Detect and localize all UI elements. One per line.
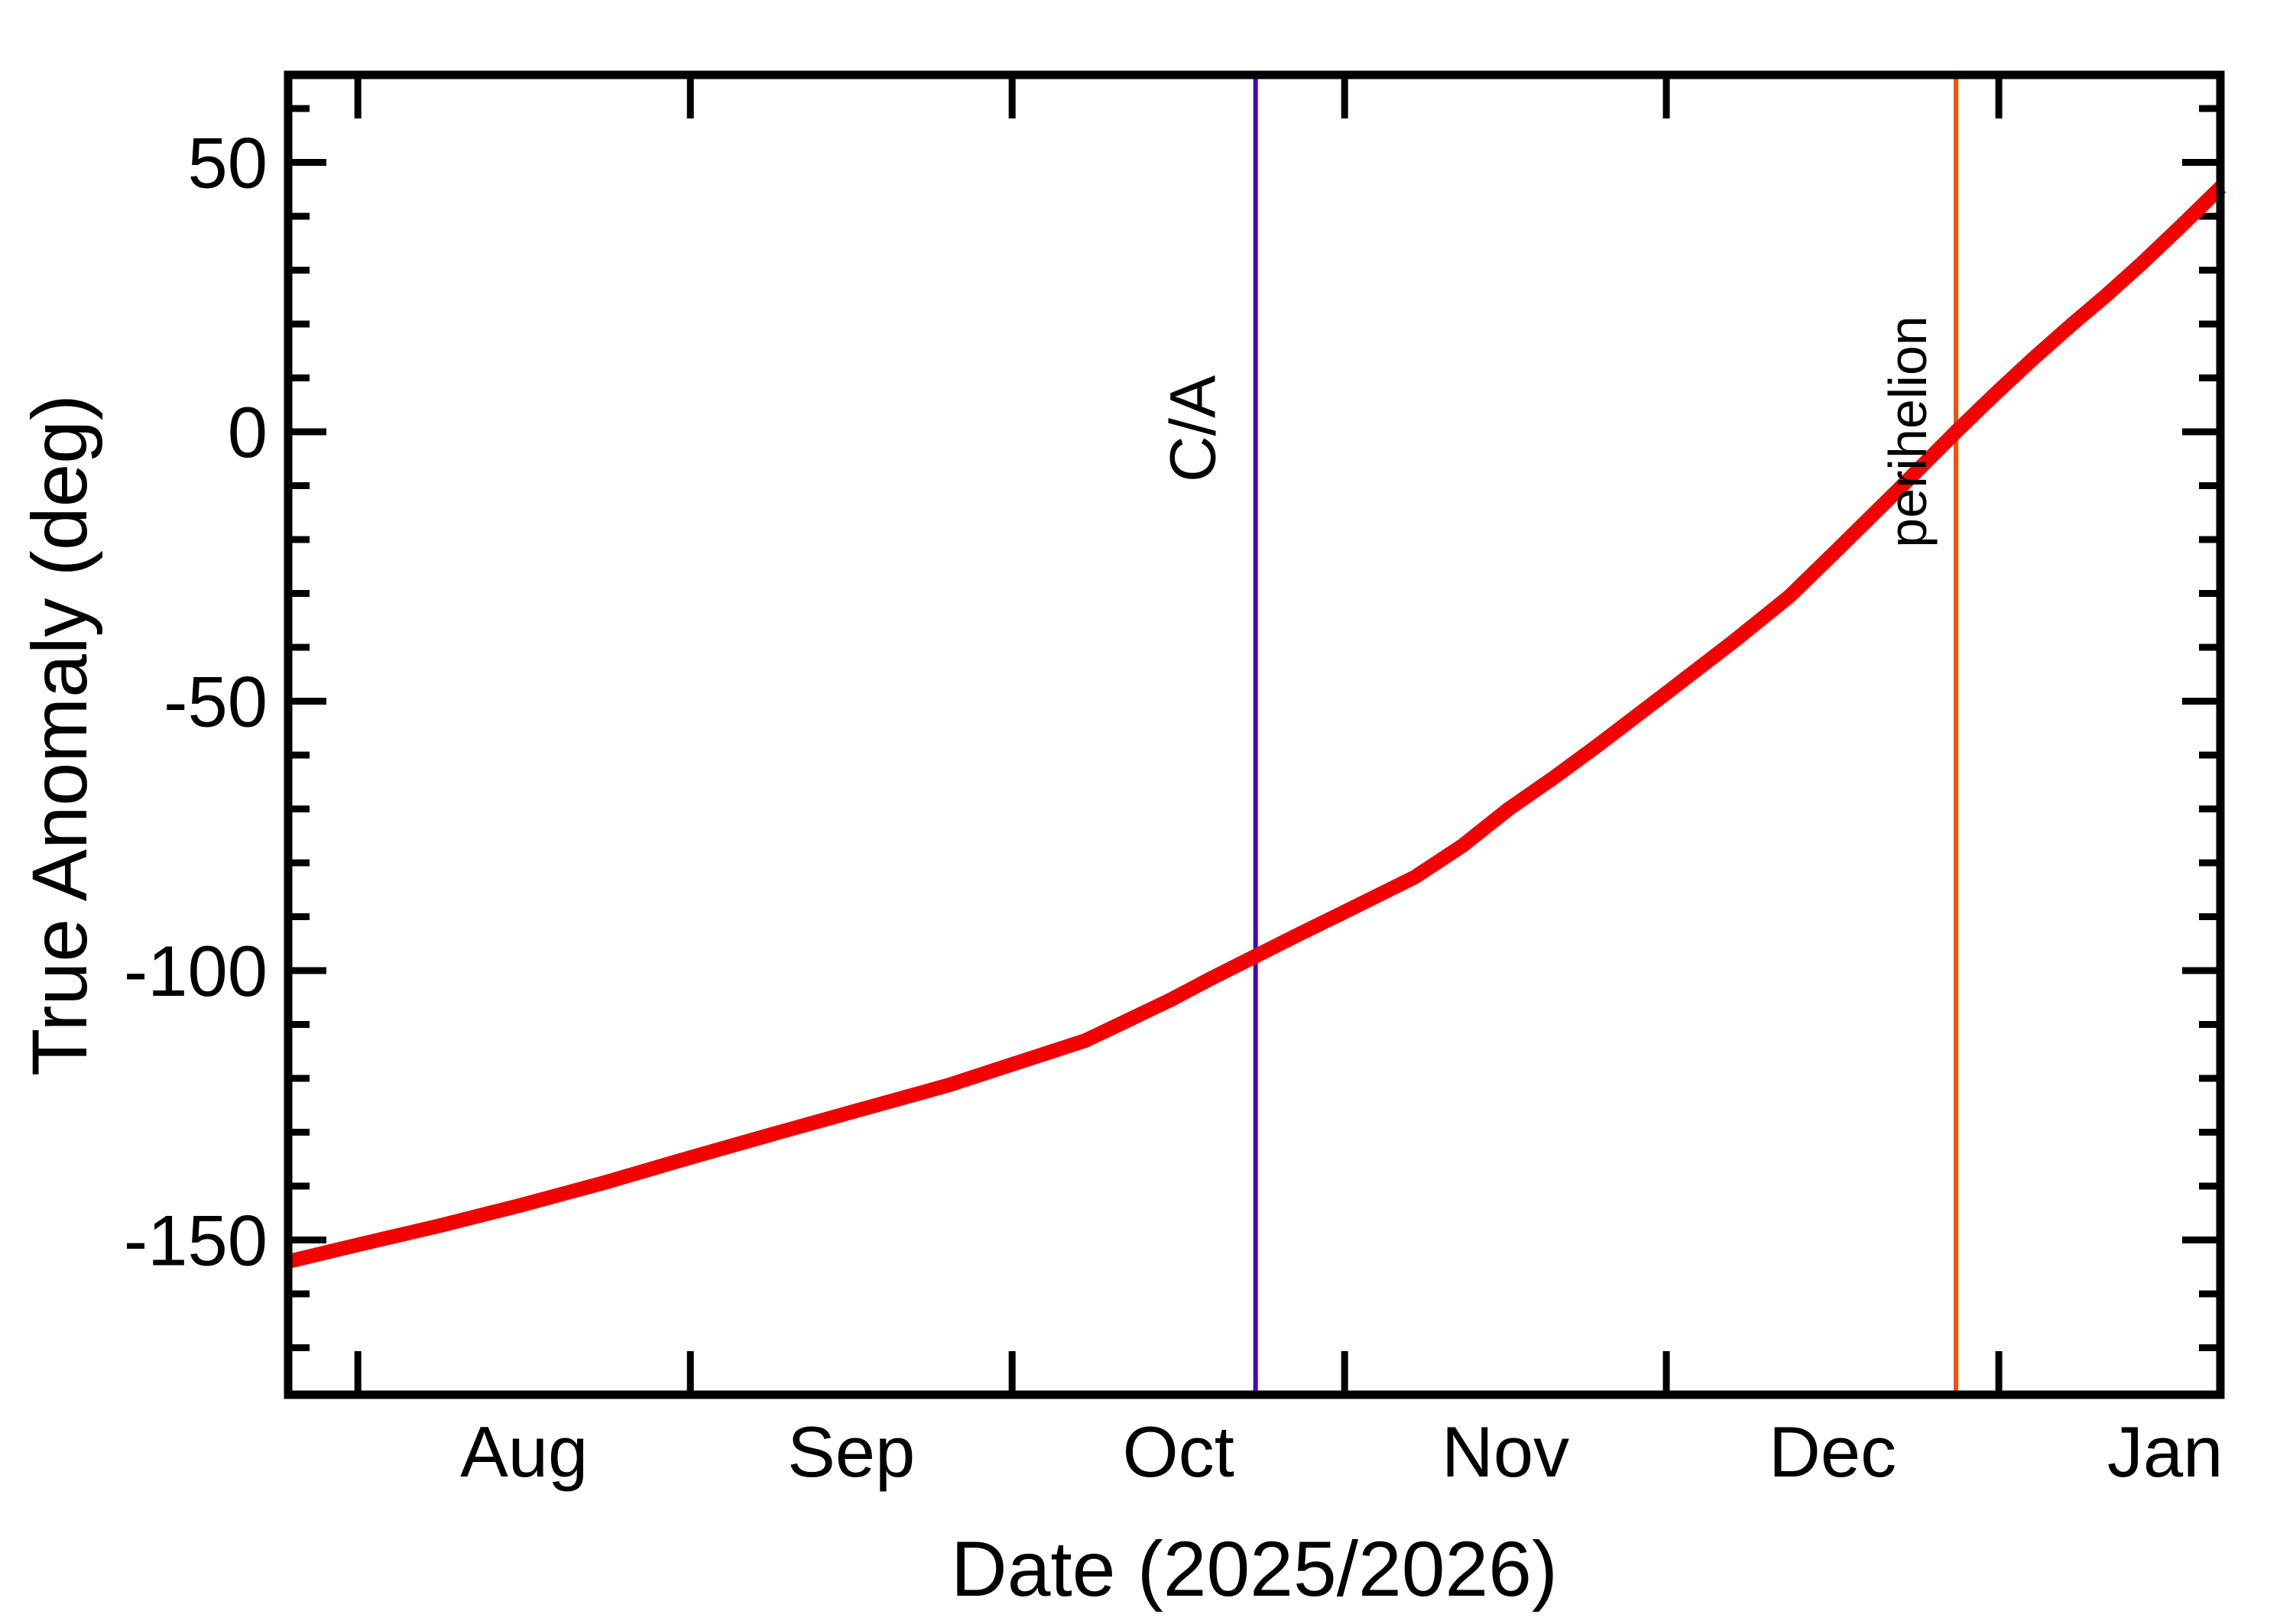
x-month-label: Jan [2107,1412,2223,1492]
anomaly-curve [286,182,2227,1269]
perihelion-label: perihelion [1878,316,1938,548]
y-tick-label: -150 [124,1201,268,1281]
y-axis-title: True Anomaly (deg) [16,394,103,1076]
y-tick-label: -50 [164,662,268,742]
x-axis-title: Date (2025/2026) [951,1525,1558,1613]
plot-frame [284,70,2225,1399]
y-tick-label: -100 [124,931,268,1011]
x-month-label: Nov [1442,1412,1569,1492]
x-month-label: Dec [1769,1412,1896,1492]
axis-ticks [288,75,2220,1395]
x-month-label: Aug [460,1412,588,1492]
y-tick-label: 50 [187,123,268,203]
x-month-label: Sep [787,1412,915,1492]
x-tick-labels: Aug Sep Oct Nov Dec Jan [460,1412,2223,1492]
x-month-label: Oct [1123,1412,1234,1492]
close-approach-label: C/A [1157,375,1229,482]
y-tick-label: 0 [228,392,268,472]
y-tick-labels: 50 0 -50 -100 -150 [124,123,268,1281]
